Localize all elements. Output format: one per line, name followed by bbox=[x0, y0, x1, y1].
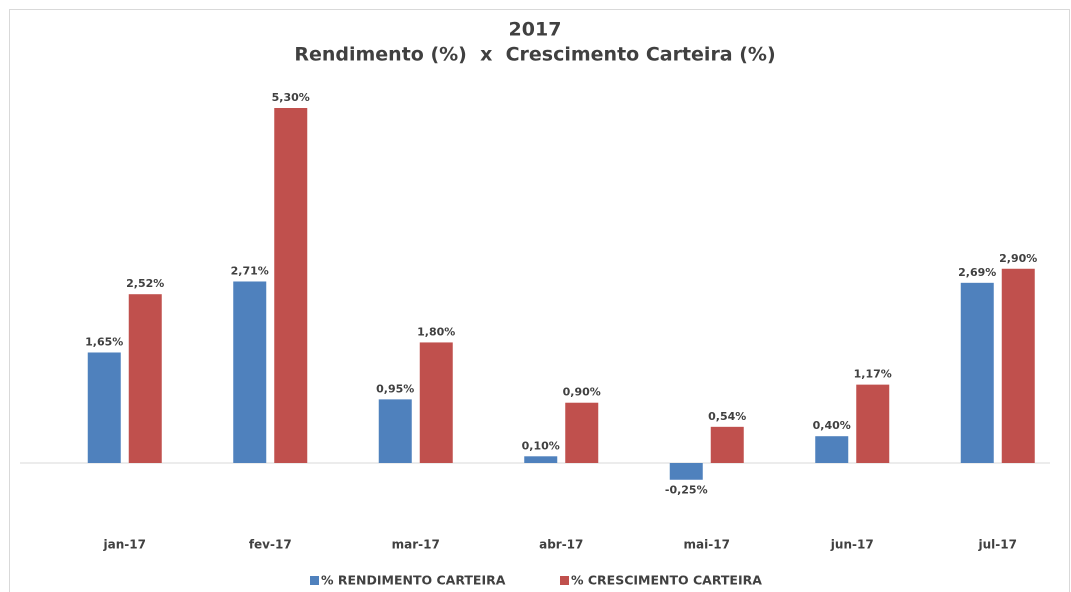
x-tick-label: jun-17 bbox=[830, 538, 874, 552]
data-label: 0,40% bbox=[813, 419, 851, 432]
bar bbox=[856, 384, 890, 463]
legend-swatch bbox=[310, 576, 319, 585]
x-tick-label: jan-17 bbox=[103, 538, 146, 552]
data-label: 2,69% bbox=[958, 266, 996, 279]
bar bbox=[233, 281, 267, 463]
data-label: 1,65% bbox=[85, 335, 123, 348]
data-label: -0,25% bbox=[665, 484, 708, 497]
x-tick-label: jul-17 bbox=[978, 538, 1017, 552]
bar bbox=[669, 463, 703, 480]
data-label: 0,54% bbox=[708, 410, 746, 423]
legend-swatch bbox=[560, 576, 569, 585]
chart-title: 2017 bbox=[509, 19, 562, 41]
bar bbox=[524, 456, 558, 463]
chart-border bbox=[9, 9, 1070, 592]
bar bbox=[960, 282, 994, 463]
legend-label: % RENDIMENTO CARTEIRA bbox=[321, 573, 506, 588]
bar bbox=[1001, 268, 1035, 463]
data-label: 0,10% bbox=[522, 439, 560, 452]
data-label: 2,90% bbox=[999, 252, 1037, 265]
bar bbox=[565, 402, 599, 463]
legend-label: % CRESCIMENTO CARTEIRA bbox=[571, 573, 762, 588]
chart-subtitle: Rendimento (%) x Crescimento Carteira (%… bbox=[294, 44, 775, 66]
bar bbox=[274, 108, 308, 463]
data-label: 1,80% bbox=[417, 325, 455, 338]
x-tick-label: fev-17 bbox=[249, 538, 292, 552]
data-label: 5,30% bbox=[272, 91, 310, 104]
x-tick-label: mar-17 bbox=[392, 538, 440, 552]
x-tick-label: abr-17 bbox=[539, 538, 583, 552]
data-label: 0,90% bbox=[563, 386, 601, 399]
bar bbox=[87, 352, 121, 463]
data-label: 0,95% bbox=[376, 382, 414, 395]
bar bbox=[710, 426, 744, 463]
data-label: 1,17% bbox=[854, 368, 892, 381]
data-label: 2,52% bbox=[126, 277, 164, 290]
bar bbox=[815, 436, 849, 463]
x-tick-label: mai-17 bbox=[684, 538, 730, 552]
bar bbox=[128, 294, 162, 463]
bar bbox=[419, 342, 453, 463]
data-label: 2,71% bbox=[231, 264, 269, 277]
bar bbox=[378, 399, 412, 463]
